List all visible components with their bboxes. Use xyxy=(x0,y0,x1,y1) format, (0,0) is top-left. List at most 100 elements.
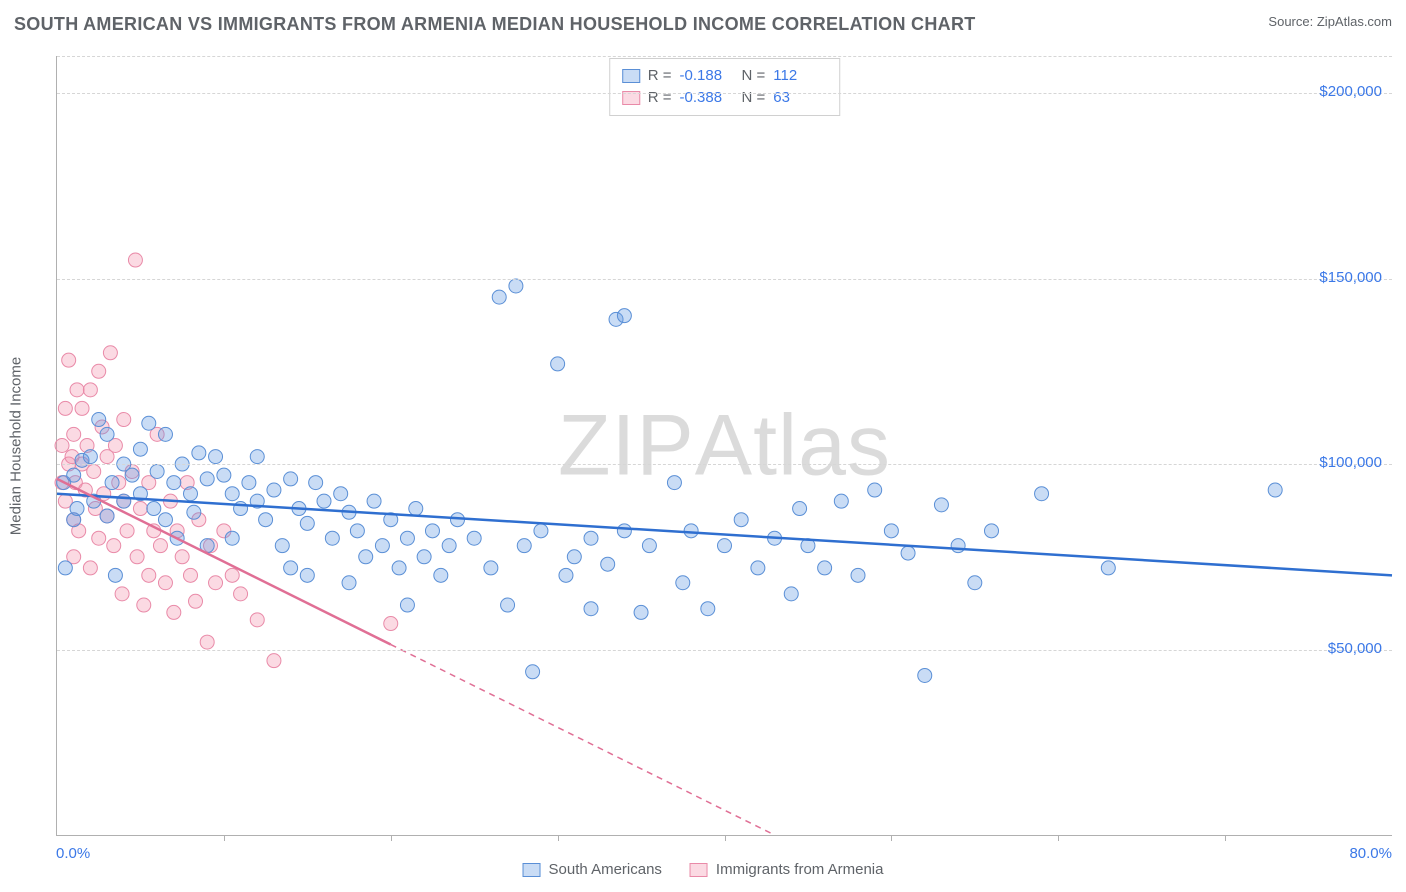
data-point xyxy=(120,524,134,538)
y-tick-label: $200,000 xyxy=(1319,83,1382,100)
data-point xyxy=(167,605,181,619)
stats-row: R =-0.388N =63 xyxy=(622,87,828,109)
x-tick xyxy=(725,835,726,841)
r-value: -0.388 xyxy=(680,87,734,109)
x-tick xyxy=(391,835,392,841)
data-point xyxy=(189,594,203,608)
data-point xyxy=(951,539,965,553)
plot-surface: ZIPAtlas R =-0.188N =112R =-0.388N =63 $… xyxy=(56,56,1392,836)
data-point xyxy=(334,487,348,501)
data-point xyxy=(484,561,498,575)
data-point xyxy=(317,494,331,508)
x-tick xyxy=(1225,835,1226,841)
data-point xyxy=(133,502,147,516)
n-value: 63 xyxy=(773,87,827,109)
data-point xyxy=(70,502,84,516)
data-point xyxy=(137,598,151,612)
x-tick xyxy=(558,835,559,841)
data-point xyxy=(559,568,573,582)
data-point xyxy=(601,557,615,571)
y-axis-label: Median Household Income xyxy=(8,357,25,535)
data-point xyxy=(734,513,748,527)
data-point xyxy=(117,494,131,508)
data-point xyxy=(584,531,598,545)
gridline xyxy=(57,650,1392,651)
data-point xyxy=(384,617,398,631)
data-point xyxy=(67,427,81,441)
data-point xyxy=(985,524,999,538)
data-point xyxy=(150,464,164,478)
data-point xyxy=(634,605,648,619)
swatch-icon xyxy=(622,69,640,83)
data-point xyxy=(901,546,915,560)
data-point xyxy=(259,513,273,527)
data-point xyxy=(325,531,339,545)
data-point xyxy=(375,539,389,553)
trend-line-extrapolated xyxy=(391,645,775,835)
data-point xyxy=(467,531,481,545)
data-point xyxy=(884,524,898,538)
plot-area: Median Household Income ZIPAtlas R =-0.1… xyxy=(56,56,1392,836)
data-point xyxy=(1101,561,1115,575)
data-point xyxy=(409,502,423,516)
r-value: -0.188 xyxy=(680,65,734,87)
data-point xyxy=(87,464,101,478)
data-point xyxy=(868,483,882,497)
data-point xyxy=(142,416,156,430)
r-label: R = xyxy=(648,87,672,109)
r-label: R = xyxy=(648,65,672,87)
data-point xyxy=(442,539,456,553)
data-point xyxy=(1268,483,1282,497)
legend-label: Immigrants from Armenia xyxy=(716,861,884,878)
data-point xyxy=(225,568,239,582)
data-point xyxy=(567,550,581,564)
data-point xyxy=(250,613,264,627)
y-tick-label: $150,000 xyxy=(1319,269,1382,286)
data-point xyxy=(359,550,373,564)
data-point xyxy=(617,309,631,323)
data-point xyxy=(517,539,531,553)
data-point xyxy=(184,568,198,582)
data-point xyxy=(793,502,807,516)
data-point xyxy=(58,401,72,415)
data-point xyxy=(153,539,167,553)
data-point xyxy=(175,550,189,564)
data-point xyxy=(107,539,121,553)
gridline xyxy=(57,464,1392,465)
data-point xyxy=(209,450,223,464)
legend-swatch-icon xyxy=(690,863,708,877)
data-point xyxy=(192,446,206,460)
data-point xyxy=(492,290,506,304)
data-point xyxy=(100,509,114,523)
data-point xyxy=(284,472,298,486)
data-point xyxy=(751,561,765,575)
data-point xyxy=(130,550,144,564)
data-point xyxy=(67,468,81,482)
data-point xyxy=(187,505,201,519)
x-tick-left: 0.0% xyxy=(56,845,90,862)
data-point xyxy=(684,524,698,538)
source-link[interactable]: ZipAtlas.com xyxy=(1317,14,1392,29)
gridline xyxy=(57,279,1392,280)
data-point xyxy=(92,364,106,378)
trend-line xyxy=(57,494,1392,576)
data-point xyxy=(75,401,89,415)
data-point xyxy=(834,494,848,508)
data-point xyxy=(818,561,832,575)
data-point xyxy=(617,524,631,538)
data-point xyxy=(147,502,161,516)
data-point xyxy=(718,539,732,553)
data-point xyxy=(434,568,448,582)
legend-swatch-icon xyxy=(523,863,541,877)
data-point xyxy=(367,494,381,508)
chart-container: SOUTH AMERICAN VS IMMIGRANTS FROM ARMENI… xyxy=(0,0,1406,892)
data-point xyxy=(934,498,948,512)
data-point xyxy=(167,476,181,490)
data-point xyxy=(115,587,129,601)
data-point xyxy=(267,483,281,497)
chart-svg xyxy=(57,56,1392,835)
legend-item-armenia: Immigrants from Armenia xyxy=(690,861,884,878)
data-point xyxy=(83,383,97,397)
data-point xyxy=(62,353,76,367)
data-point xyxy=(100,427,114,441)
